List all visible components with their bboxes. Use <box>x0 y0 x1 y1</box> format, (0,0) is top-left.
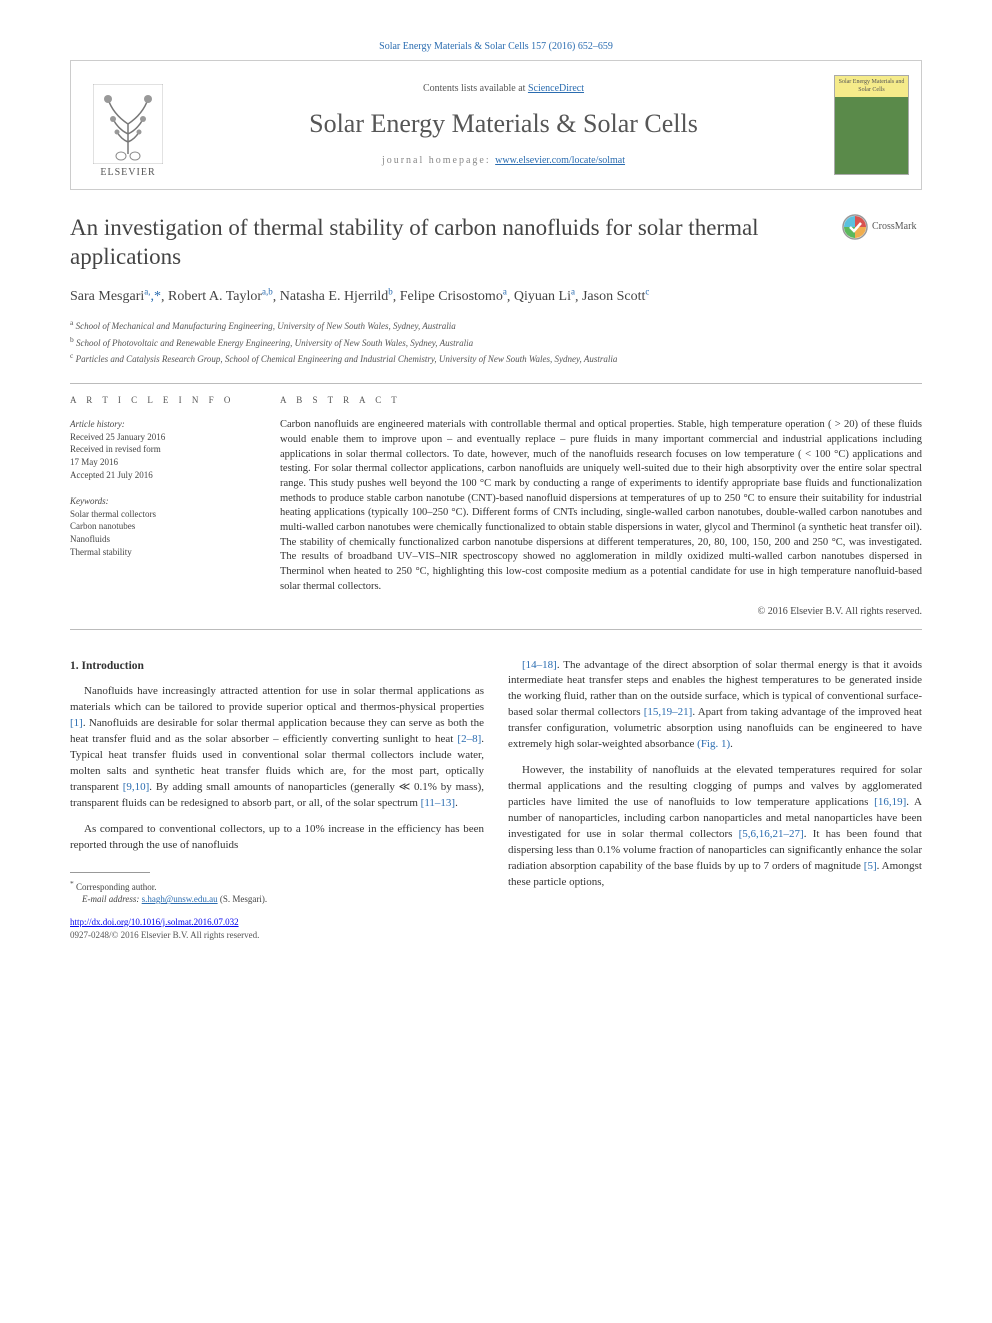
divider <box>70 383 922 384</box>
body-left-column: 1. Introduction Nanofluids have increasi… <box>70 658 484 942</box>
contents-prefix: Contents lists available at <box>423 83 528 94</box>
corresponding-footnote: * Corresponding author. E-mail address: … <box>70 879 484 906</box>
cover-title: Solar Energy Materials and Solar Cells <box>835 76 908 97</box>
homepage-prefix: journal homepage: <box>382 155 495 166</box>
email-label: E-mail address: <box>82 894 142 904</box>
crossmark-label: CrossMark <box>872 220 916 234</box>
author: Sara Mesgaria,,* <box>70 289 161 304</box>
body-paragraph: [14–18]. The advantage of the direct abs… <box>508 658 922 754</box>
crossmark-icon <box>842 214 868 240</box>
divider <box>70 629 922 630</box>
running-head: Solar Energy Materials & Solar Cells 157… <box>70 40 922 54</box>
keyword: Nanofluids <box>70 533 250 546</box>
footnote-separator <box>70 872 150 873</box>
history-line: Accepted 21 July 2016 <box>70 469 250 482</box>
corresponding-email-link[interactable]: s.hagh@unsw.edu.au <box>142 894 218 904</box>
corresponding-label: Corresponding author. <box>76 882 157 892</box>
journal-name: Solar Energy Materials & Solar Cells <box>173 106 834 142</box>
email-suffix: (S. Mesgari). <box>218 894 268 904</box>
keywords-label: Keywords: <box>70 495 250 508</box>
history-label: Article history: <box>70 418 250 431</box>
affiliation: c Particles and Catalysis Research Group… <box>70 350 922 367</box>
section-title: Introduction <box>82 660 144 672</box>
history-line: Received 25 January 2016 <box>70 431 250 444</box>
abstract-heading: A B S T R A C T <box>280 394 922 407</box>
author: Jason Scottc <box>582 289 649 304</box>
abstract-copyright: © 2016 Elsevier B.V. All rights reserved… <box>280 605 922 619</box>
crossmark-badge[interactable]: CrossMark <box>842 214 922 240</box>
article-info-column: A R T I C L E I N F O Article history: R… <box>70 394 250 619</box>
section-number: 1. <box>70 660 79 672</box>
author: Qiyuan Lia <box>514 289 575 304</box>
body-right-column: [14–18]. The advantage of the direct abs… <box>508 658 922 942</box>
body-paragraph: However, the instability of nanofluids a… <box>508 763 922 891</box>
homepage-link[interactable]: www.elsevier.com/locate/solmat <box>495 155 625 166</box>
sciencedirect-link[interactable]: ScienceDirect <box>528 83 584 94</box>
article-info-heading: A R T I C L E I N F O <box>70 394 250 407</box>
author: Robert A. Taylora,b <box>168 289 273 304</box>
affiliation: a School of Mechanical and Manufacturing… <box>70 317 922 334</box>
body-columns: 1. Introduction Nanofluids have increasi… <box>70 658 922 942</box>
article-title: An investigation of thermal stability of… <box>70 214 842 272</box>
abstract-column: A B S T R A C T Carbon nanofluids are en… <box>280 394 922 619</box>
author: Felipe Crisostomoa <box>400 289 507 304</box>
journal-header: ELSEVIER Contents lists available at Sci… <box>70 60 922 190</box>
author: Natasha E. Hjerrildb <box>280 289 393 304</box>
history-line: Received in revised form <box>70 443 250 456</box>
abstract-text: Carbon nanofluids are engineered materia… <box>280 418 922 594</box>
body-paragraph: Nanofluids have increasingly attracted a… <box>70 684 484 812</box>
elsevier-logo: ELSEVIER <box>83 70 173 180</box>
section-heading: 1. Introduction <box>70 658 484 675</box>
contents-list-line: Contents lists available at ScienceDirec… <box>173 82 834 96</box>
journal-cover-thumbnail: Solar Energy Materials and Solar Cells <box>834 75 909 175</box>
keyword: Solar thermal collectors <box>70 508 250 521</box>
affiliations: a School of Mechanical and Manufacturing… <box>70 317 922 367</box>
doi-link[interactable]: http://dx.doi.org/10.1016/j.solmat.2016.… <box>70 917 239 927</box>
history-line: 17 May 2016 <box>70 456 250 469</box>
journal-homepage-line: journal homepage: www.elsevier.com/locat… <box>173 154 834 168</box>
body-paragraph: As compared to conventional collectors, … <box>70 822 484 854</box>
authors-line: Sara Mesgaria,,*, Robert A. Taylora,b, N… <box>70 286 922 308</box>
elsevier-wordmark: ELSEVIER <box>100 166 155 180</box>
keyword: Thermal stability <box>70 546 250 559</box>
rights-line: 0927-0248/© 2016 Elsevier B.V. All right… <box>70 929 484 942</box>
keyword: Carbon nanotubes <box>70 520 250 533</box>
affiliation: b School of Photovoltaic and Renewable E… <box>70 334 922 351</box>
elsevier-tree-icon <box>93 84 163 164</box>
